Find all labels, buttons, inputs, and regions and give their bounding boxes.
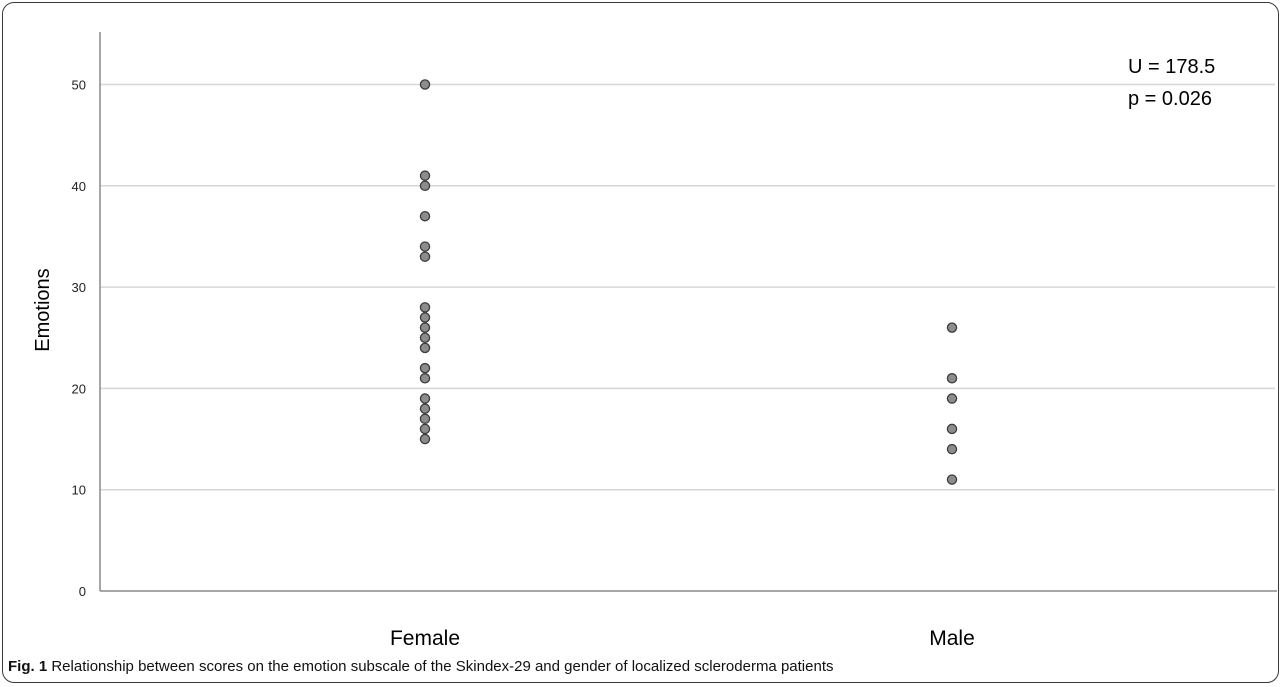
x-category-labels: Female Male [390,627,975,650]
data-points [419,79,958,485]
data-point-female-17 [419,433,431,445]
x-category-label-male: Male [929,627,975,650]
x-category-label-female: Female [390,627,460,650]
data-point-female-0 [419,79,431,90]
data-point-male-4 [946,443,958,455]
data-point-female-12 [419,373,431,384]
data-point-female-11 [419,362,431,374]
caption-text: Relationship between scores on the emoti… [51,658,834,675]
data-point-female-14 [419,403,431,414]
data-point-female-16 [419,423,431,435]
data-point-male-5 [946,474,958,485]
data-point-female-7 [419,312,431,323]
y-tick-label-0: 0 [79,584,86,599]
data-point-female-10 [419,342,431,354]
figure-number: Fig. 1 [8,658,48,675]
data-point-female-5 [419,251,431,262]
y-tick-labels: 0 10 20 30 40 50 [72,78,86,600]
data-point-male-1 [946,373,958,384]
data-point-female-15 [419,413,431,425]
y-tick-label-20: 20 [72,381,86,396]
y-tick-label-50: 50 [72,78,86,93]
p-value-annotation: p = 0.026 [1128,88,1212,110]
data-point-male-0 [946,322,958,333]
y-axis-title: Emotions [32,268,54,351]
data-point-female-8 [419,322,431,333]
data-point-female-4 [419,241,431,252]
figure-caption: Fig. 1 Relationship between scores on th… [8,658,833,675]
data-point-female-13 [419,393,431,404]
y-tick-label-40: 40 [72,179,86,194]
y-tick-label-30: 30 [72,280,86,295]
data-point-female-2 [419,180,431,192]
data-point-female-6 [419,302,431,313]
data-point-male-2 [946,393,958,404]
data-point-female-9 [419,332,431,343]
y-tick-label-10: 10 [72,483,86,498]
scatter-chart: 0 10 20 30 40 50 Female Male Emotions U = 178.… [32,32,1277,650]
u-statistic-annotation: U = 178.5 [1128,56,1215,78]
data-point-female-3 [419,210,431,222]
data-point-female-1 [419,170,431,181]
data-point-male-3 [946,423,958,435]
gridlines [100,83,1275,491]
